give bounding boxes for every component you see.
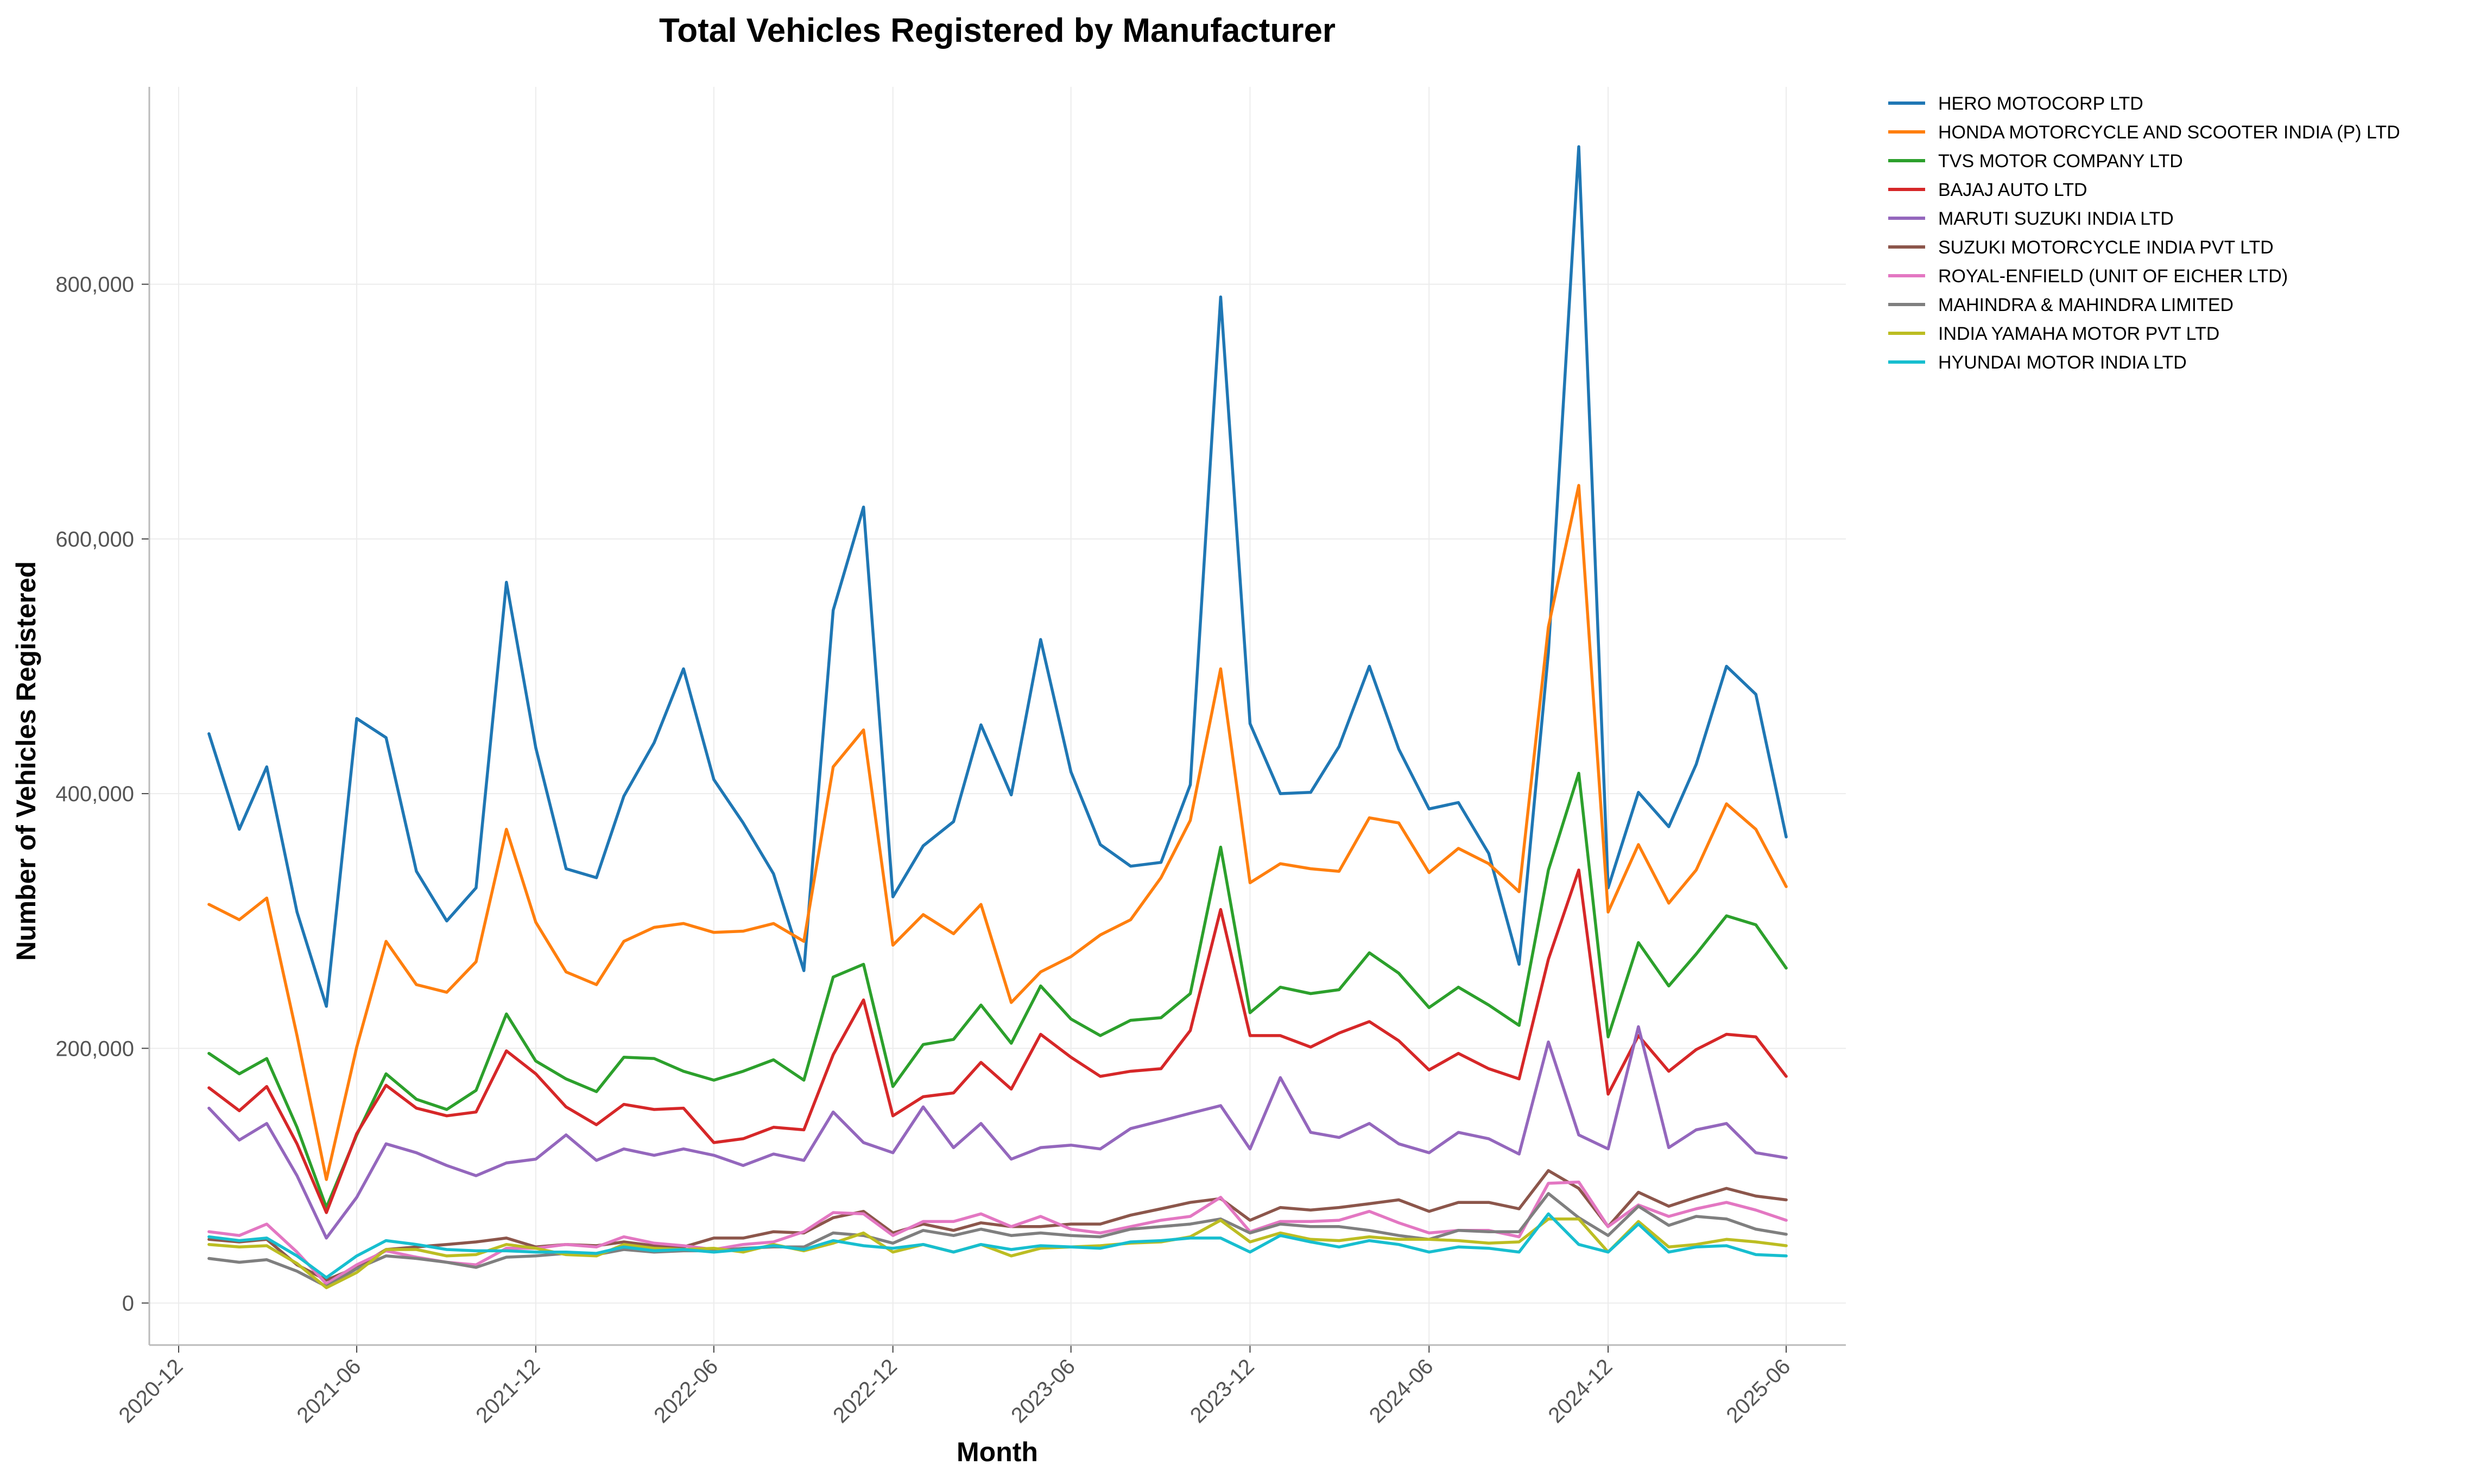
axes — [142, 87, 1846, 1353]
series-line-5 — [207, 1025, 1788, 1240]
series-line-3 — [207, 771, 1788, 1209]
legend-label: HYUNDAI MOTOR INDIA LTD — [1938, 352, 2187, 373]
series-line-10 — [207, 1212, 1788, 1279]
gridlines — [149, 87, 1846, 1345]
series-line-8 — [207, 1192, 1788, 1288]
legend-label: BAJAJ AUTO LTD — [1938, 180, 2087, 200]
legend-label: MARUTI SUZUKI INDIA LTD — [1938, 208, 2174, 229]
y-tick-label: 200,000 — [55, 1037, 134, 1061]
legend: HERO MOTOCORP LTD HONDA MOTORCYCLE AND SC… — [1888, 93, 2400, 373]
legend-label: ROYAL-ENFIELD (UNIT OF EICHER LTD) — [1938, 266, 2288, 287]
legend-label: TVS MOTOR COMPANY LTD — [1938, 151, 2183, 172]
series-line-6 — [207, 1169, 1788, 1282]
y-tick-label: 600,000 — [55, 528, 134, 551]
y-axis-label: Number of Vehicles Registered — [11, 561, 41, 961]
y-tick-label: 800,000 — [55, 273, 134, 297]
series-line-7 — [207, 1180, 1788, 1286]
legend-label: SUZUKI MOTORCYCLE INDIA PVT LTD — [1938, 237, 2274, 258]
legend-label: INDIA YAMAHA MOTOR PVT LTD — [1938, 324, 2219, 344]
legend-label: MAHINDRA & MAHINDRA LIMITED — [1938, 295, 2233, 315]
y-tick-label: 400,000 — [55, 782, 134, 806]
series-line-4 — [207, 868, 1788, 1214]
series-lines — [207, 145, 1788, 1290]
legend-label: HERO MOTOCORP LTD — [1938, 93, 2143, 114]
series-line-1 — [207, 145, 1788, 1008]
chart-title: Total Vehicles Registered by Manufacture… — [659, 12, 1336, 49]
series-line-2 — [207, 484, 1788, 1181]
legend-label: HONDA MOTORCYCLE AND SCOOTER INDIA (P) L… — [1938, 122, 2400, 143]
y-tick-label: 0 — [122, 1292, 134, 1316]
series-line-9 — [207, 1217, 1788, 1290]
x-axis-label: Month — [957, 1437, 1038, 1467]
